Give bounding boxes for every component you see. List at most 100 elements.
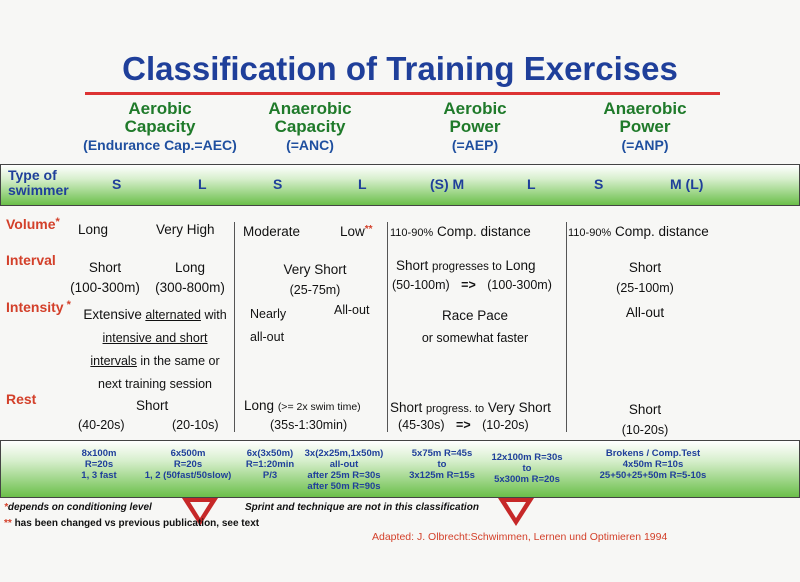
example-line: 8x100m bbox=[81, 448, 117, 459]
intensity-text: or somewhat faster bbox=[421, 331, 529, 345]
type-label-line2: swimmer bbox=[8, 182, 69, 198]
interval-range: (100-300m) bbox=[70, 280, 140, 295]
rest-aep-line2: (45-30s) => (10-20s) bbox=[398, 418, 529, 432]
intensity-aep: Race Pace or somewhat faster bbox=[395, 305, 555, 349]
example-line: 5x75m R=45s bbox=[411, 448, 473, 459]
volume-anc-l: Low** bbox=[340, 224, 373, 239]
category-sub: (=AEP) bbox=[451, 137, 499, 153]
example-line: 5x300m R=20s bbox=[494, 474, 560, 485]
rest-aec-b: (20-10s) bbox=[172, 418, 219, 432]
type-value-aec-l: L bbox=[198, 176, 207, 192]
arrow-icon: => bbox=[456, 418, 471, 432]
source-credit: Adapted: J. Olbrecht:Schwimmen, Lernen u… bbox=[372, 531, 668, 543]
intensity-text: next training session bbox=[98, 377, 212, 391]
category-sub: (=ANC) bbox=[286, 137, 334, 153]
example-line: 25+50+25+50m R=5-10s bbox=[599, 470, 707, 481]
type-value-anp-s: S bbox=[594, 176, 604, 192]
footnote-1: *depends on conditioning level bbox=[4, 502, 152, 513]
example-line: 1, 2 (50fast/50slow) bbox=[144, 470, 232, 481]
type-value-anp-ml: M (L) bbox=[670, 176, 704, 192]
category-line2: Capacity bbox=[124, 117, 196, 136]
row-label-volume: Volume* bbox=[6, 216, 60, 232]
rest-value: Short bbox=[628, 402, 662, 417]
interval-aec-l: Long (300-800m) bbox=[150, 258, 230, 298]
interval-value: Short bbox=[628, 260, 662, 275]
intensity-anc-a: Nearly all-out bbox=[250, 303, 286, 349]
interval-value: Very Short bbox=[283, 262, 347, 277]
example-line: all-out bbox=[329, 459, 359, 470]
category-aerobic-capacity: Aerobic Capacity (Endurance Cap.=AEC) bbox=[60, 100, 260, 154]
example-line: 6x500m bbox=[170, 448, 206, 459]
interval-aec-s: Short (100-300m) bbox=[70, 258, 140, 298]
intensity-aec: Extensive alternated with intensive and … bbox=[76, 303, 234, 396]
arrow-icon: => bbox=[461, 278, 476, 292]
footnote-mark: ** bbox=[364, 224, 373, 235]
example-aec-s: 8x100m R=20s 1, 3 fast bbox=[60, 448, 138, 481]
footnote-text: has been changed vs previous publication… bbox=[14, 518, 260, 529]
category-anaerobic-power: Anaerobic Power (=ANP) bbox=[570, 100, 720, 154]
volume-anc-l-text: Low bbox=[340, 224, 365, 239]
category-sub: (=ANP) bbox=[621, 137, 669, 153]
example-anp: Brokens / Comp.Test 4x50m R=10s 25+50+25… bbox=[578, 448, 728, 481]
interval-range: (25-100m) bbox=[616, 281, 674, 295]
footnote-mark: * bbox=[55, 216, 60, 228]
intensity-text: Extensive bbox=[83, 307, 142, 322]
example-line: Brokens / Comp.Test bbox=[605, 448, 701, 459]
volume-anp-pct: 110-90% bbox=[568, 227, 612, 239]
rest-aep-line1: Short progress. to Very Short bbox=[390, 400, 551, 415]
volume-aec-l: Very High bbox=[156, 222, 215, 237]
example-line: P/3 bbox=[262, 470, 278, 481]
rest-value: Very Short bbox=[487, 400, 551, 415]
example-line: R=20s bbox=[173, 459, 203, 470]
interval-value: Long bbox=[505, 258, 536, 273]
volume-aec-s: Long bbox=[78, 222, 109, 237]
volume-aep-pct: 110-90% bbox=[390, 227, 434, 239]
intensity-text: in the same or bbox=[140, 354, 220, 368]
category-sub: (Endurance Cap.=AEC) bbox=[83, 137, 237, 153]
example-line: 3x(2x25m,1x50m) bbox=[304, 448, 384, 459]
rest-anp: Short (10-20s) bbox=[585, 400, 705, 440]
rest-value: Long bbox=[244, 398, 275, 413]
example-line: 12x100m R=30s bbox=[491, 452, 563, 463]
volume-anp: 110-90% Comp. distance bbox=[568, 224, 709, 239]
category-line1: Anaerobic bbox=[268, 99, 352, 118]
rest-value: Short bbox=[390, 400, 423, 415]
type-value-aep-sm: (S) M bbox=[430, 176, 465, 192]
footnote-3: Sprint and technique are not in this cla… bbox=[245, 502, 479, 513]
row-label-rest: Rest bbox=[6, 391, 37, 407]
footnote-mark: ** bbox=[4, 518, 12, 529]
example-aec-l: 6x500m R=20s 1, 2 (50fast/50slow) bbox=[142, 448, 234, 481]
example-line: R=20s bbox=[84, 459, 114, 470]
example-anc-l: 3x(2x25m,1x50m) all-out after 25m R=30s … bbox=[298, 448, 390, 492]
row-label-text: Intensity bbox=[6, 299, 64, 315]
category-line2: Power bbox=[619, 117, 671, 136]
example-line: 6x(3x50m) bbox=[246, 448, 294, 459]
intensity-text: with bbox=[204, 308, 227, 322]
rest-range: (10-20s) bbox=[482, 418, 529, 432]
volume-anp-text: Comp. distance bbox=[614, 224, 709, 239]
type-of-swimmer-label: Type of swimmer bbox=[8, 168, 69, 198]
footnote-text: depends on conditioning level bbox=[7, 502, 152, 513]
volume-aep: 110-90% Comp. distance bbox=[390, 224, 531, 239]
category-line2: Capacity bbox=[274, 117, 346, 136]
intensity-underlined: intervals bbox=[90, 354, 137, 368]
intensity-underlined: intensive and short bbox=[102, 331, 208, 345]
interval-aep-line1: Short progresses to Long bbox=[396, 258, 536, 273]
interval-anc: Very Short (25-75m) bbox=[245, 260, 385, 300]
triangle-marker-icon bbox=[182, 498, 218, 526]
interval-value: Long bbox=[174, 260, 206, 275]
type-value-anc-s: S bbox=[273, 176, 283, 192]
category-line2: Power bbox=[449, 117, 501, 136]
example-anc-s: 6x(3x50m) R=1:20min P/3 bbox=[238, 448, 302, 481]
category-aerobic-power: Aerobic Power (=AEP) bbox=[400, 100, 550, 154]
row-label-intensity: Intensity * bbox=[6, 299, 71, 315]
example-line: 1, 3 fast bbox=[81, 470, 117, 481]
rest-note: (>= 2x swim time) bbox=[277, 401, 361, 413]
example-line: to bbox=[522, 463, 532, 474]
intensity-anp: All-out bbox=[625, 305, 665, 320]
examples-band bbox=[0, 440, 800, 498]
intensity-text: Race Pace bbox=[441, 308, 509, 323]
category-line1: Anaerobic bbox=[603, 99, 687, 118]
example-line: to bbox=[437, 459, 447, 470]
intensity-text: all-out bbox=[250, 330, 285, 344]
